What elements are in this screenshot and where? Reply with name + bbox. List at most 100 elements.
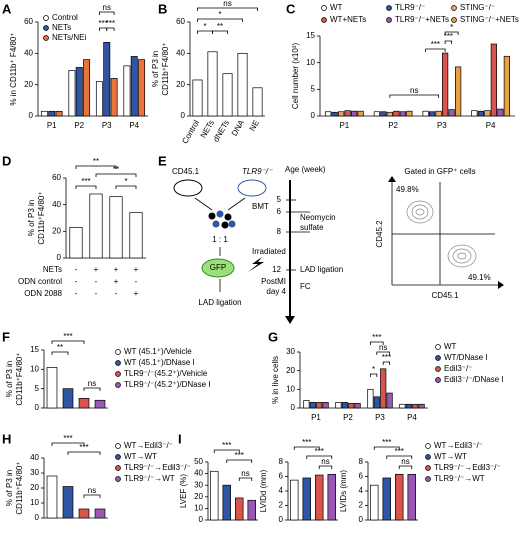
- y-tick-label: 40: [30, 453, 39, 462]
- irradiated-label: Irradiated: [252, 247, 286, 256]
- x-tick-label: Control: [180, 118, 201, 145]
- condition-name: NETs: [43, 265, 62, 274]
- significance-label: ***: [79, 443, 88, 452]
- legend-label: WT: [330, 3, 343, 12]
- legend-label: NETs/NEi: [52, 33, 86, 42]
- significance-bracket: [51, 340, 85, 344]
- significance-bracket: [75, 165, 117, 169]
- significance-bracket: [238, 477, 253, 481]
- legend-marker: [435, 355, 441, 361]
- y-axis-label: CD11b⁺F4/80⁺: [15, 352, 24, 405]
- significance-label: ***: [81, 177, 90, 186]
- y-tick-label: 5: [35, 384, 40, 393]
- x-tick-label: DNA: [230, 118, 247, 138]
- y-axis-label: % of P3 in: [5, 470, 14, 506]
- legend-marker: [115, 465, 121, 471]
- y-tick-label: 6: [279, 472, 284, 481]
- significance-label: *: [203, 22, 206, 31]
- legend-marker: [386, 5, 392, 11]
- legend-label: TLR9⁻/⁻(45.2⁺)/DNase I: [124, 380, 210, 389]
- bar: [129, 212, 143, 259]
- condition-mark: +: [134, 265, 139, 274]
- y-tick-label: 0: [291, 403, 296, 412]
- significance-label: **: [93, 157, 99, 166]
- y-tick-label: 50: [194, 457, 203, 466]
- x-tick-label: P3: [437, 121, 447, 130]
- condition-mark: +: [114, 265, 119, 274]
- y-tick-label: 40: [194, 469, 203, 478]
- legend-marker: [115, 443, 121, 449]
- x-tick-label: P1: [47, 121, 57, 130]
- legend-marker: [435, 377, 441, 383]
- y-tick-label: 0: [35, 403, 40, 412]
- bar: [48, 110, 56, 117]
- significance-label: ns: [241, 469, 249, 478]
- significance-bracket: [99, 27, 108, 31]
- x-tick-label: P2: [74, 121, 84, 130]
- bar: [373, 111, 380, 117]
- y-tick-label: 10: [286, 384, 295, 393]
- bar: [386, 111, 393, 117]
- significance-bracket: [425, 48, 446, 52]
- significance-label: ns: [410, 86, 418, 95]
- mouse-icon: [173, 179, 203, 197]
- arrow-head: [498, 281, 504, 289]
- significance-label: ***: [395, 447, 404, 456]
- x-tick-label: P2: [343, 413, 353, 422]
- significance-label: ***: [431, 40, 440, 49]
- bar: [123, 65, 131, 117]
- bar: [327, 473, 336, 521]
- bar: [335, 402, 342, 409]
- y-tick-label: 40: [176, 48, 185, 57]
- donor-label: TLR9⁻/⁻: [242, 167, 273, 176]
- condition-name: ODN control: [18, 277, 62, 286]
- bar: [302, 477, 311, 521]
- legend-label: Edil3⁻/⁻: [444, 364, 472, 373]
- bar: [344, 110, 351, 117]
- significance-bracket: [318, 465, 333, 469]
- y-tick-label: 20: [176, 80, 185, 89]
- significance-bracket: [293, 446, 320, 450]
- significance-bracket: [376, 351, 391, 355]
- significance-bracket: [67, 451, 101, 455]
- bar: [380, 368, 387, 409]
- y-tick-label: 0: [311, 111, 316, 120]
- arrow: [227, 197, 246, 211]
- y-axis-label: CD11b⁺F4/80⁺: [15, 461, 24, 514]
- significance-bracket: [106, 27, 115, 31]
- bar: [442, 52, 449, 117]
- significance-bracket: [95, 173, 137, 177]
- bar: [315, 474, 324, 521]
- bar: [422, 110, 429, 117]
- y-tick-label: 15: [306, 31, 315, 40]
- bar: [373, 396, 380, 409]
- legend-label: WT (45.1⁺)/DNase I: [124, 358, 195, 367]
- bar: [380, 111, 387, 117]
- y-tick-label: 0: [57, 253, 62, 262]
- legend-label: Control: [52, 13, 78, 22]
- bar: [407, 473, 416, 521]
- significance-label: *: [218, 10, 221, 19]
- panel-letter: I: [178, 431, 182, 446]
- y-tick-label: 30: [194, 480, 203, 489]
- y-tick-label: 10: [30, 364, 39, 373]
- bar: [303, 400, 310, 409]
- legend-label: WT→Edil3⁻/⁻: [434, 441, 483, 450]
- legend-label: WT→WT: [124, 452, 157, 461]
- condition-mark: -: [75, 289, 78, 298]
- legend-marker: [451, 17, 457, 23]
- bar: [399, 111, 406, 117]
- significance-label: ***: [222, 441, 231, 450]
- arrow-head: [388, 176, 396, 182]
- significance-label: ***: [382, 353, 391, 362]
- significance-bracket: [197, 30, 213, 34]
- bar: [497, 108, 504, 117]
- significance-bracket: [444, 31, 459, 35]
- bar: [490, 43, 497, 117]
- condition-mark: -: [135, 277, 138, 286]
- timeline-tick-label: 12: [272, 265, 281, 274]
- x-tick-label: P4: [486, 121, 496, 130]
- bar: [471, 110, 478, 117]
- significance-bracket: [75, 185, 97, 189]
- ratio: 1 : 1: [212, 235, 228, 244]
